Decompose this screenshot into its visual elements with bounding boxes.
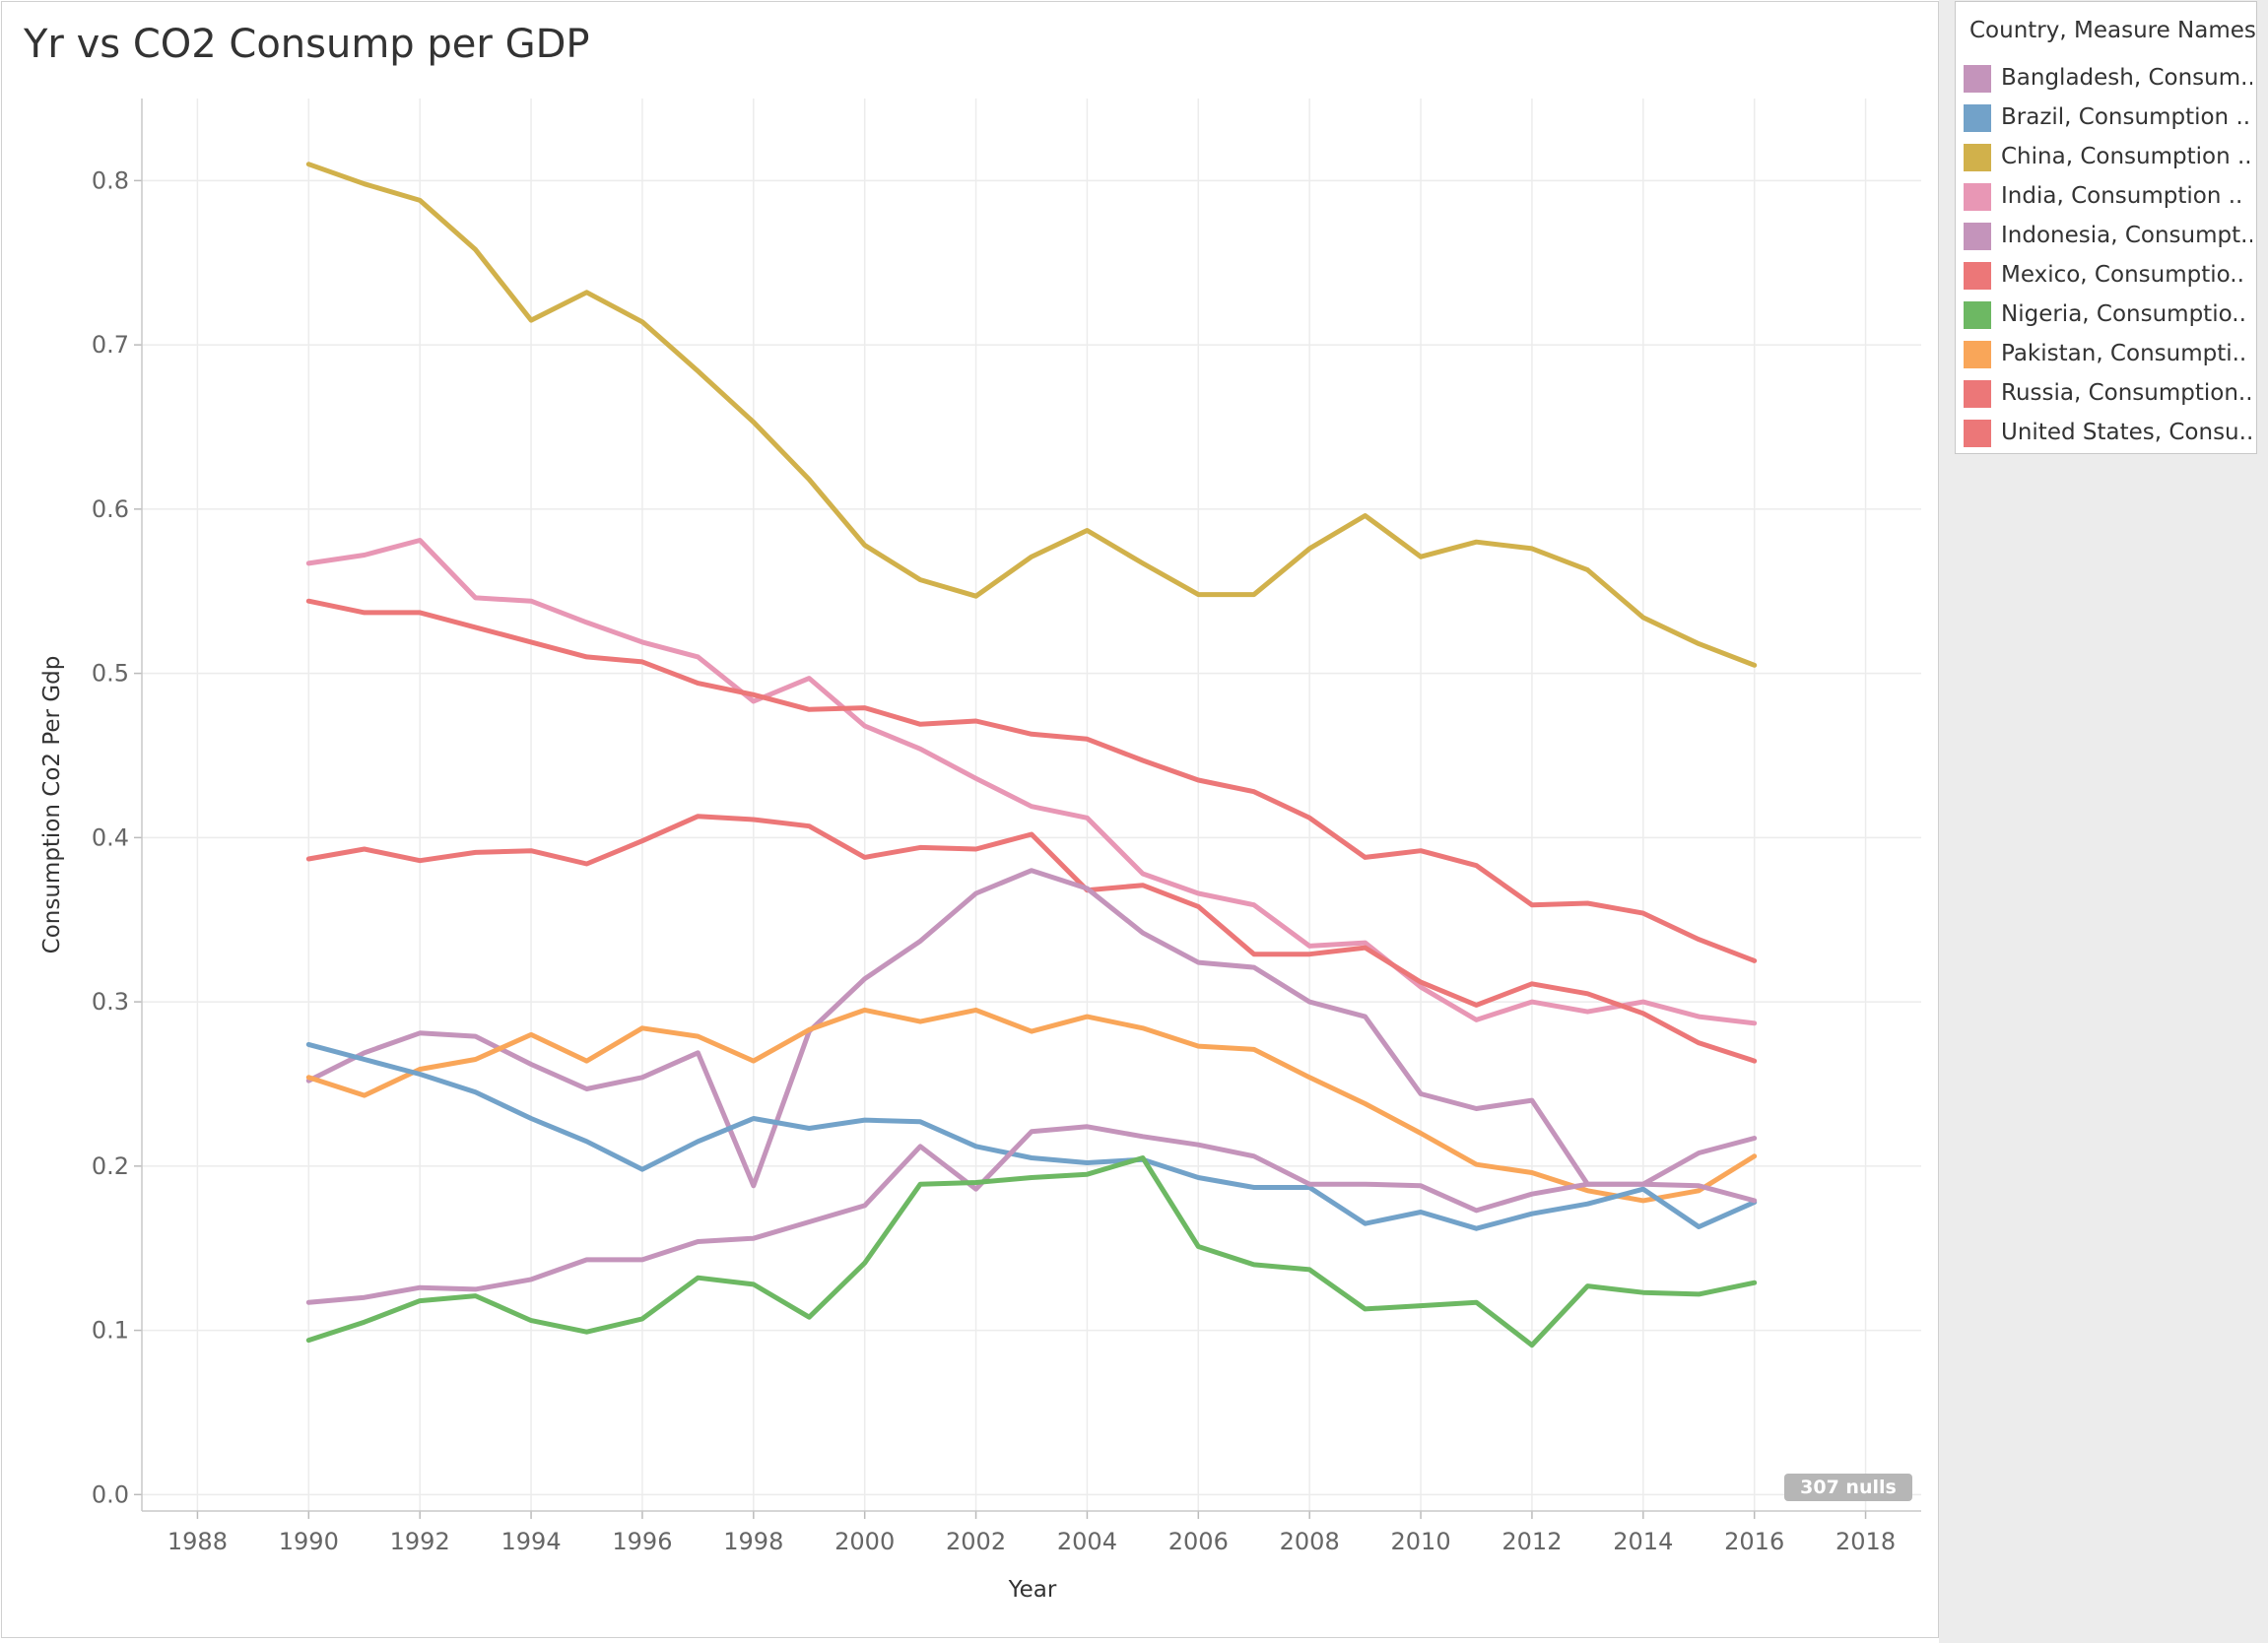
legend-item[interactable]: China, Consumption .. <box>1956 142 2256 181</box>
legend-label: Pakistan, Consumpti.. <box>2001 341 2247 366</box>
legend-swatch <box>1964 341 1991 368</box>
legend-item[interactable]: Brazil, Consumption .. <box>1956 102 2256 142</box>
y-tick-label: 0.1 <box>92 1317 129 1345</box>
legend-label: Brazil, Consumption .. <box>2001 104 2251 130</box>
x-tick-label: 2014 <box>1613 1528 1673 1555</box>
legend-title: Country, Measure Names <box>1969 18 2256 43</box>
legend-label: United States, Consu.. <box>2001 420 2252 445</box>
x-tick-label: 1990 <box>279 1528 339 1555</box>
y-tick-label: 0.2 <box>92 1152 129 1180</box>
y-tick-label: 0.8 <box>92 166 129 194</box>
x-tick-label: 2018 <box>1835 1528 1896 1555</box>
axes <box>134 99 1921 1519</box>
series-line[interactable] <box>305 868 1758 1189</box>
series-line[interactable] <box>305 598 1758 963</box>
grid <box>142 99 1921 1511</box>
x-tick-label: 2006 <box>1168 1528 1229 1555</box>
x-tick-label: 2010 <box>1391 1528 1451 1555</box>
y-tick-label: 0.5 <box>92 660 129 688</box>
x-tick-label: 2000 <box>834 1528 895 1555</box>
legend-swatch <box>1964 144 1991 171</box>
legend-swatch <box>1964 262 1991 290</box>
legend-item[interactable]: Indonesia, Consumpt.. <box>1956 221 2256 260</box>
y-tick-label: 0.3 <box>92 988 129 1016</box>
x-tick-label: 1998 <box>723 1528 783 1555</box>
nulls-badge[interactable]: 307 nulls <box>1784 1474 1912 1501</box>
legend-item[interactable]: Russia, Consumption.. <box>1956 378 2256 418</box>
series-line[interactable] <box>305 1124 1758 1305</box>
series <box>305 162 1758 1348</box>
y-tick-label: 0.0 <box>92 1480 129 1508</box>
chart-panel: Yr vs CO2 Consump per GDP <box>1 1 1939 1638</box>
tick-labels: 1988 1990 1992 1994 1996 1998 2000 2002 2004 2006… <box>39 166 1896 1603</box>
legend-list: Bangladesh, Consum.. Brazil, Consumption … <box>1956 63 2256 457</box>
legend-item[interactable]: Pakistan, Consumpti.. <box>1956 339 2256 378</box>
legend-item[interactable]: Nigeria, Consumptio.. <box>1956 299 2256 339</box>
legend-item[interactable]: Bangladesh, Consum.. <box>1956 63 2256 102</box>
legend-item[interactable]: Mexico, Consumptio.. <box>1956 260 2256 299</box>
series-line[interactable] <box>305 814 1758 1064</box>
line-chart: 1988 1990 1992 1994 1996 1998 2000 2002 2004 2006… <box>39 99 1921 1603</box>
legend-label: Indonesia, Consumpt.. <box>2001 223 2252 248</box>
y-tick-label: 0.4 <box>92 823 129 851</box>
x-tick-label: 1988 <box>167 1528 228 1555</box>
y-tick-label: 0.6 <box>92 495 129 523</box>
legend-swatch <box>1964 420 1991 447</box>
x-tick-label: 2008 <box>1280 1528 1340 1555</box>
x-tick-label: 2004 <box>1057 1528 1117 1555</box>
x-axis-title: Year <box>1008 1577 1057 1603</box>
legend-swatch <box>1964 223 1991 250</box>
legend-swatch <box>1964 183 1991 211</box>
x-tick-label: 2016 <box>1724 1528 1784 1555</box>
legend: Country, Measure Names Bangladesh, Consu… <box>1955 1 2257 454</box>
series-line[interactable] <box>305 1155 1758 1348</box>
legend-swatch <box>1964 104 1991 132</box>
legend-swatch <box>1964 65 1991 93</box>
legend-label: Bangladesh, Consum.. <box>2001 65 2252 91</box>
legend-label: Russia, Consumption.. <box>2001 380 2252 406</box>
legend-swatch <box>1964 380 1991 408</box>
legend-label: China, Consumption .. <box>2001 144 2252 169</box>
legend-item[interactable]: United States, Consu.. <box>1956 418 2256 457</box>
x-tick-label: 2002 <box>946 1528 1006 1555</box>
x-tick-label: 1994 <box>501 1528 562 1555</box>
series-line[interactable] <box>305 1041 1758 1231</box>
y-axis-title: Consumption Co2 Per Gdp <box>39 656 65 954</box>
legend-label: India, Consumption .. <box>2001 183 2243 209</box>
series-line[interactable] <box>305 162 1758 668</box>
series-line[interactable] <box>305 1007 1758 1204</box>
legend-swatch <box>1964 301 1991 329</box>
chart-title: Yr vs CO2 Consump per GDP <box>24 22 590 67</box>
series-line[interactable] <box>305 538 1758 1026</box>
legend-label: Nigeria, Consumptio.. <box>2001 301 2246 327</box>
legend-label: Mexico, Consumptio.. <box>2001 262 2244 288</box>
x-tick-label: 2012 <box>1501 1528 1562 1555</box>
legend-item[interactable]: India, Consumption .. <box>1956 181 2256 221</box>
x-tick-label: 1992 <box>390 1528 450 1555</box>
x-tick-label: 1996 <box>612 1528 672 1555</box>
y-tick-label: 0.7 <box>92 331 129 359</box>
